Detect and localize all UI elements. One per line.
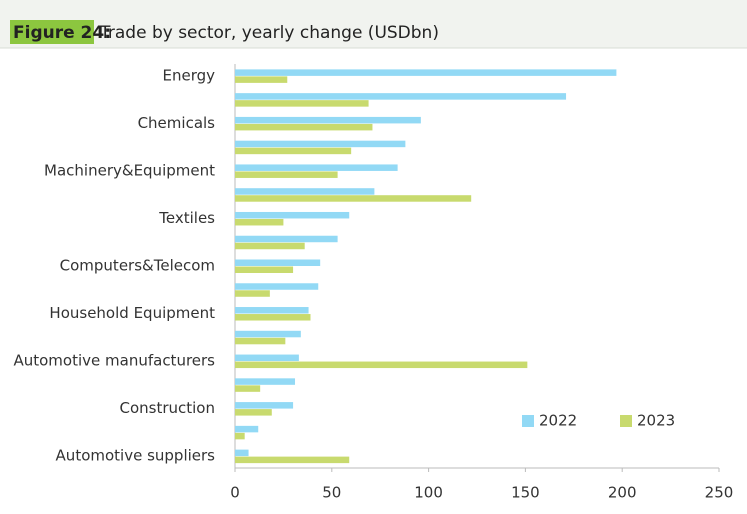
bar (235, 195, 472, 202)
bar (235, 69, 617, 76)
y-tick-label: Construction (119, 399, 215, 417)
x-tick-label: 150 (511, 484, 540, 502)
bar (235, 378, 296, 385)
x-tick-label: 100 (414, 484, 443, 502)
x-tick-label: 250 (705, 484, 734, 502)
bar (235, 140, 406, 148)
bar (235, 290, 270, 297)
bar (235, 456, 350, 464)
bar (235, 337, 286, 345)
bar (235, 93, 567, 100)
y-tick-label: Automotive suppliers (56, 447, 216, 465)
header-band (0, 0, 747, 48)
legend-swatch (620, 415, 632, 427)
bar (235, 409, 272, 416)
bar (235, 76, 288, 83)
bar (235, 242, 305, 250)
bar (235, 147, 352, 155)
bar (235, 432, 245, 440)
bar (235, 116, 421, 124)
bar (235, 259, 321, 266)
bar (235, 330, 301, 338)
legend-label: 2023 (637, 412, 675, 430)
y-tick-label: Energy (162, 66, 215, 84)
bar (235, 171, 338, 178)
bar (235, 425, 259, 433)
bar (235, 283, 319, 290)
bar (235, 307, 309, 314)
y-tick-label: Automotive manufacturers (13, 352, 215, 370)
y-tick-label: Household Equipment (49, 304, 215, 322)
legend-swatch (522, 415, 534, 427)
chart-title: Trade by sector, yearly change (USDbn) (99, 23, 439, 43)
y-tick-label: Computers&Telecom (60, 257, 215, 275)
legend-label: 2022 (539, 412, 577, 430)
bar (235, 218, 284, 226)
figure-label: Figure 24: (13, 23, 111, 43)
bar (235, 314, 311, 321)
bar (235, 211, 350, 219)
y-tick-label: Machinery&Equipment (44, 161, 215, 179)
bar (235, 235, 338, 243)
y-tick-label: Chemicals (138, 114, 216, 132)
bar (235, 361, 528, 369)
bar (235, 164, 398, 171)
x-tick-label: 200 (608, 484, 637, 502)
bar (235, 100, 369, 107)
bar (235, 123, 373, 131)
bar (235, 385, 261, 392)
bar (235, 188, 375, 195)
x-tick-label: 0 (230, 484, 240, 502)
figure-label-bg (10, 20, 94, 44)
bar (235, 354, 299, 362)
bar (235, 402, 294, 409)
bar (235, 266, 294, 273)
y-tick-label: Textiles (158, 209, 215, 227)
bar (235, 449, 249, 457)
x-tick-label: 50 (322, 484, 341, 502)
